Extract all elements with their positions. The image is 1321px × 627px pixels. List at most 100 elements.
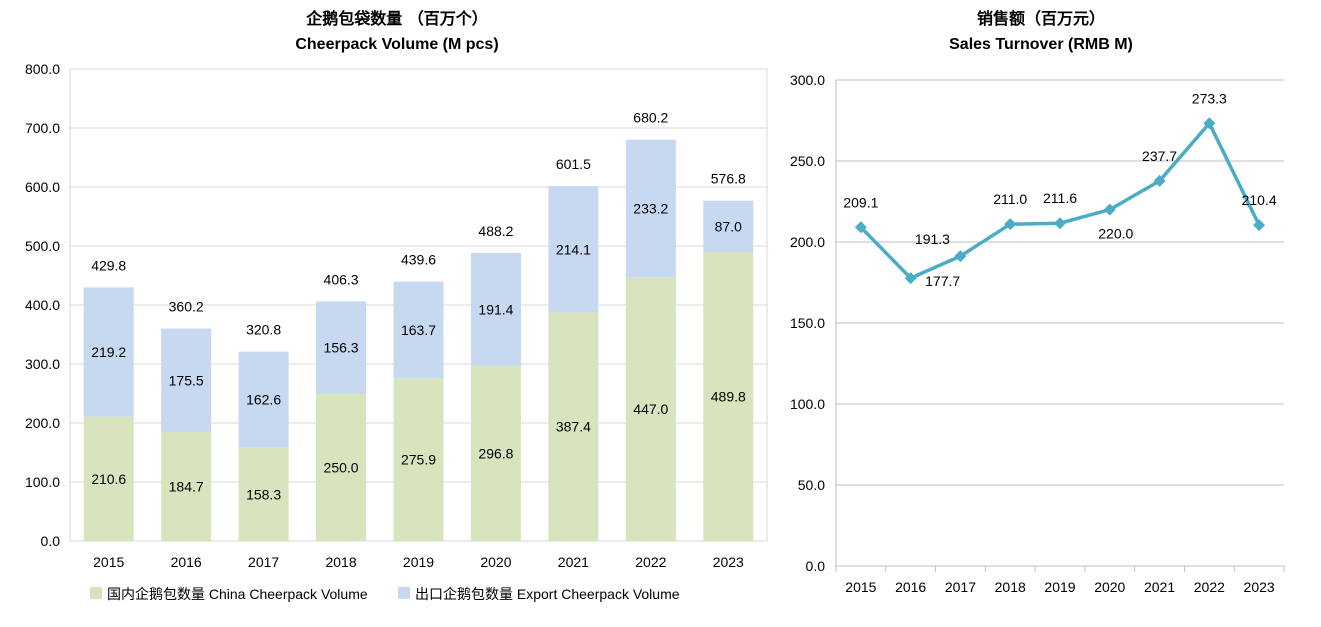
sales-y-tick-label: 300.0: [790, 72, 825, 88]
bar-export-2015: [83, 287, 134, 417]
sales-x-tick-label: 2017: [945, 579, 976, 595]
volume-x-tick-label: 2017: [248, 554, 279, 570]
volume-y-tick-label: 800.0: [25, 61, 60, 77]
volume-subtitle: Cheerpack Volume (M pcs): [295, 36, 498, 53]
data-label-export-2016: 175.5: [169, 372, 204, 388]
volume-title: 企鹅包袋数量 （百万个）: [305, 9, 488, 28]
data-label-export-2018: 156.3: [324, 339, 359, 355]
sales-data-label-2017: 191.3: [915, 231, 950, 247]
sales-data-label-2021: 237.7: [1142, 148, 1177, 164]
volume-x-ticks: 2015 2016 2017 2018 2019 2020 2021 2022 2023: [93, 554, 744, 570]
bar-export-2016: [161, 328, 212, 433]
bar-export-2023: [703, 200, 754, 253]
sales-x-tick-label: 2018: [995, 579, 1026, 595]
sales-point-2023: [1253, 219, 1266, 232]
sales-data-label-2016: 177.7: [925, 273, 960, 289]
bar-export-2019: [393, 281, 444, 379]
data-label-total-2021: 601.5: [556, 156, 591, 172]
volume-x-tick-label: 2018: [325, 554, 356, 570]
sales-subtitle: Sales Turnover (RMB M): [949, 36, 1133, 53]
data-label-china-2023: 489.8: [711, 389, 746, 405]
sales-y-tick-label: 0.0: [806, 558, 826, 574]
data-label-china-2022: 447.0: [633, 401, 668, 417]
data-label-china-2019: 275.9: [401, 452, 436, 468]
sales-x-tick-label: 2021: [1144, 579, 1175, 595]
data-label-export-2017: 162.6: [246, 392, 281, 408]
data-label-export-2023: 87.0: [715, 218, 742, 234]
volume-y-tick-label: 200.0: [25, 415, 60, 431]
sales-x-tick-label: 2015: [845, 579, 876, 595]
sales-title: 销售额（百万元）: [977, 9, 1105, 28]
legend-swatch-export: [398, 587, 410, 599]
data-label-export-2019: 163.7: [401, 322, 436, 338]
data-label-china-2020: 296.8: [478, 445, 513, 461]
data-label-total-2023: 576.8: [711, 171, 746, 187]
sales-y-tick-label: 200.0: [790, 234, 825, 250]
sales-point-2021: [1153, 174, 1166, 187]
data-label-total-2022: 680.2: [633, 110, 668, 126]
bar-export-2021: [548, 186, 599, 313]
volume-y-tick-label: 0.0: [41, 533, 61, 549]
sales-data-label-2019: 211.6: [1043, 190, 1077, 206]
data-label-total-2017: 320.8: [246, 322, 281, 338]
sales-point-2020: [1103, 203, 1116, 216]
sales-gridlines: 0.0 50.0 100.0 150.0 200.0 250.0 300.0: [790, 72, 1285, 574]
sales-x-tick-label: 2023: [1244, 579, 1275, 595]
sales-y-tick-label: 50.0: [798, 477, 825, 493]
bar-export-2020: [470, 252, 521, 366]
data-label-export-2022: 233.2: [633, 200, 668, 216]
sales-point-2022: [1203, 117, 1216, 130]
sales-point-2016: [904, 272, 917, 285]
data-label-total-2019: 439.6: [401, 252, 436, 268]
data-label-export-2021: 214.1: [556, 241, 591, 257]
bar-china-2015: [83, 416, 134, 541]
bar-china-2019: [393, 378, 444, 541]
bar-china-2018: [316, 393, 367, 541]
data-label-total-2015: 429.8: [91, 257, 126, 273]
volume-legend: 国内企鹅包数量 China Cheerpack Volume 出口企鹅包数量 E…: [90, 586, 680, 602]
volume-y-tick-label: 600.0: [25, 179, 60, 195]
sales-data-label-2020: 220.0: [1098, 226, 1133, 242]
sales-data-label-2023: 210.4: [1242, 192, 1277, 208]
data-label-china-2017: 158.3: [246, 486, 281, 502]
bar-export-2018: [316, 301, 367, 394]
bar-china-2020: [470, 365, 521, 541]
sales-line: 209.1 177.7 191.3 211.0 211.6 220.0 237.7 273.3…: [843, 90, 1276, 289]
volume-y-tick-label: 700.0: [25, 120, 60, 136]
sales-x-tick-label: 2020: [1094, 579, 1125, 595]
bar-china-2016: [161, 432, 212, 541]
legend-swatch-china: [90, 587, 102, 599]
volume-y-tick-label: 400.0: [25, 297, 60, 313]
legend-label-export: 出口企鹅包数量 Export Cheerpack Volume: [415, 586, 680, 602]
data-label-total-2020: 488.2: [478, 223, 513, 239]
sales-y-tick-label: 150.0: [790, 315, 825, 331]
volume-y-tick-label: 300.0: [25, 356, 60, 372]
data-label-export-2015: 219.2: [91, 344, 126, 360]
sales-data-label-2015: 209.1: [843, 194, 878, 210]
sales-x-tick-label: 2022: [1194, 579, 1225, 595]
legend-label-china: 国内企鹅包数量 China Cheerpack Volume: [107, 586, 368, 602]
sales-point-2019: [1054, 217, 1066, 230]
sales-y-tick-label: 250.0: [790, 153, 825, 169]
sales-data-label-2018: 211.0: [993, 191, 1027, 207]
sales-data-label-2022: 273.3: [1192, 90, 1227, 106]
data-label-china-2015: 210.6: [91, 471, 126, 487]
volume-y-tick-label: 100.0: [25, 474, 60, 490]
data-label-export-2020: 191.4: [478, 301, 513, 317]
bar-export-2017: [238, 351, 289, 448]
sales-x-ticks: 2015 2016 2017 2018 2019 2020 2021 2022 2023: [845, 579, 1275, 595]
sales-chart: 销售额（百万元） Sales Turnover (RMB M) 0.0 50.0 1…: [790, 9, 1285, 595]
data-label-total-2016: 360.2: [169, 298, 204, 314]
volume-x-tick-label: 2019: [403, 554, 434, 570]
volume-x-tick-label: 2023: [713, 554, 744, 570]
sales-y-tick-label: 100.0: [790, 396, 825, 412]
bar-export-2022: [625, 139, 676, 278]
volume-x-tick-label: 2021: [558, 554, 589, 570]
sales-x-tick-label: 2019: [1044, 579, 1075, 595]
volume-x-tick-label: 2015: [93, 554, 124, 570]
sales-point-2018: [1004, 218, 1017, 231]
volume-x-tick-label: 2016: [171, 554, 202, 570]
data-label-total-2018: 406.3: [324, 271, 359, 287]
